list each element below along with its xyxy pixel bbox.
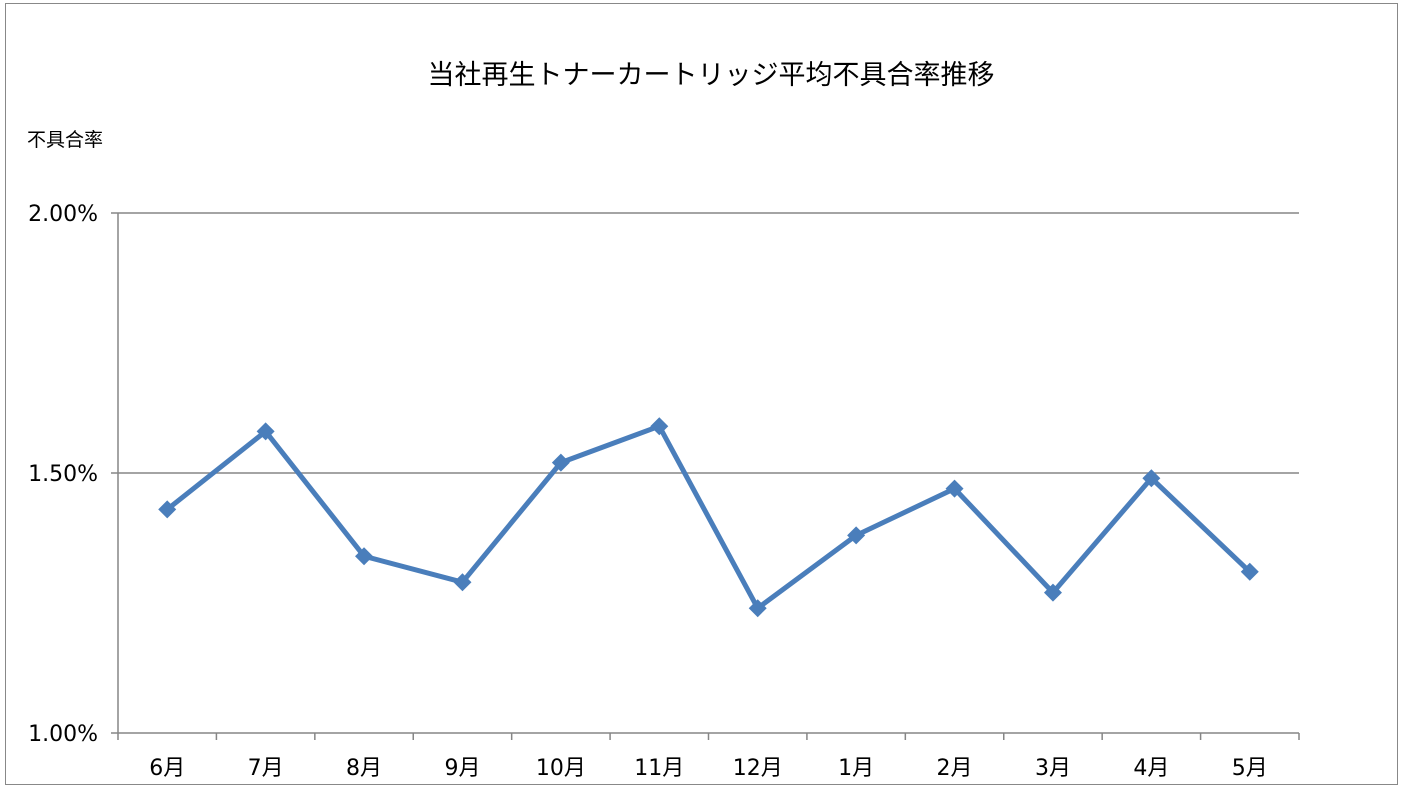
x-tick-label: 6月 (149, 756, 185, 781)
series-line (164, 423, 1253, 611)
x-tick-label: 4月 (1133, 756, 1169, 781)
x-tick-label: 1月 (838, 756, 874, 781)
gridlines (118, 212, 1299, 474)
data-point-marker (551, 453, 570, 472)
y-tick-label: 1.50% (28, 462, 98, 487)
x-tick-label: 11月 (634, 756, 684, 781)
y-tick-label: 2.00% (28, 202, 98, 227)
x-tick-label: 10月 (536, 756, 586, 781)
y-tick-label: 1.00% (28, 722, 98, 747)
x-tick-label: 3月 (1035, 756, 1071, 781)
x-tick-label: 2月 (937, 756, 973, 781)
data-point-marker (355, 547, 374, 566)
series-layer (158, 417, 1259, 618)
data-point-marker (1240, 562, 1259, 581)
data-point-marker (847, 526, 866, 545)
line-chart: 当社再生トナーカートリッジ平均不具合率推移 不具合率 1.00% 1.50% 2.0… (27, 60, 1300, 781)
data-point-marker (945, 479, 964, 498)
x-tick-label: 12月 (733, 756, 783, 781)
y-tick-labels: 1.00% 1.50% 2.00% (28, 202, 98, 747)
x-tick-labels: 6月 7月 8月 9月 10月 11月 12月 1月 2月 3月 4月 5月 (149, 756, 1268, 781)
data-point-marker (453, 573, 472, 592)
x-tick-label: 7月 (248, 756, 284, 781)
axes (111, 212, 1300, 740)
data-point-marker (256, 422, 275, 441)
x-tick-label: 9月 (444, 756, 480, 781)
data-point-marker (158, 500, 177, 519)
chart-frame: 当社再生トナーカートリッジ平均不具合率推移 不具合率 1.00% 1.50% 2.0… (5, 3, 1398, 785)
chart-title: 当社再生トナーカートリッジ平均不具合率推移 (428, 60, 995, 91)
x-tick-label: 5月 (1232, 756, 1268, 781)
data-point-marker (650, 417, 669, 436)
data-point-marker (1142, 469, 1161, 488)
y-axis-label: 不具合率 (27, 129, 103, 151)
x-tick-label: 8月 (346, 756, 382, 781)
data-point-marker (1043, 583, 1062, 602)
data-point-marker (748, 599, 767, 618)
